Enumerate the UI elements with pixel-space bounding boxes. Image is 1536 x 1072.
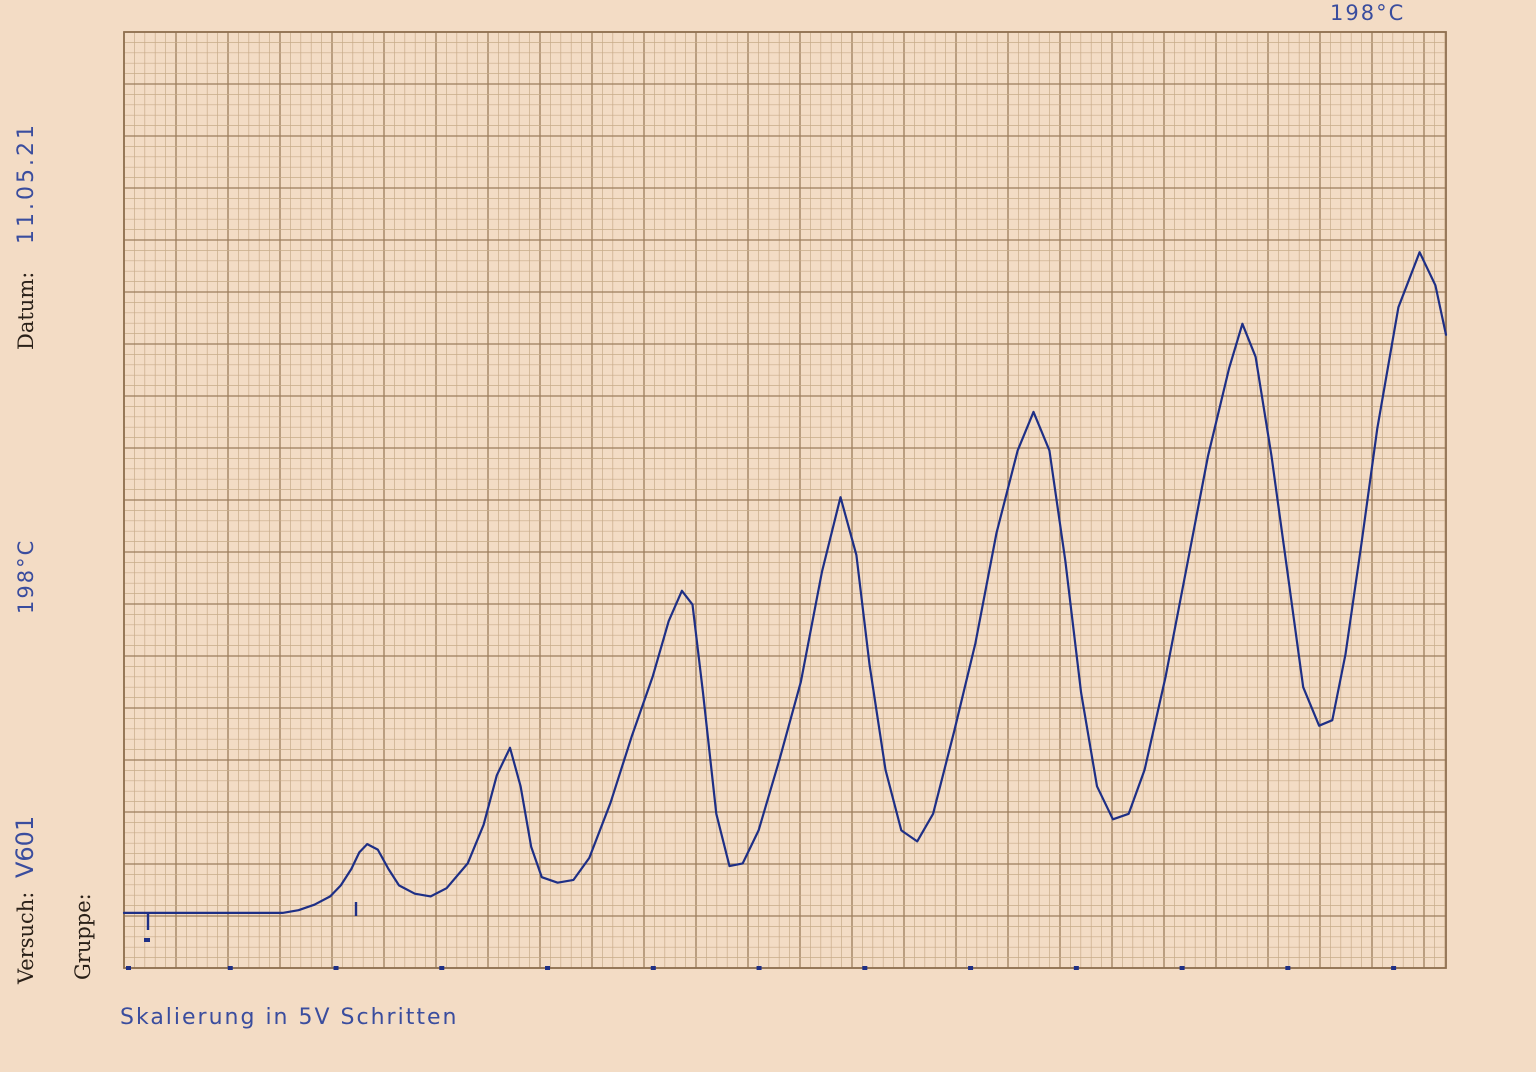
measurement-curve	[122, 251, 1448, 914]
x-axis-markers	[126, 966, 1397, 970]
datum-value: 11.05.21	[14, 122, 39, 244]
x-marker-dot	[1391, 966, 1397, 970]
x-marker-dot	[227, 966, 233, 970]
versuch-label: Versuch:	[14, 892, 38, 985]
x-marker-dot	[756, 966, 762, 970]
x-marker-dot	[1285, 966, 1291, 970]
datum-label: Datum:	[14, 272, 38, 350]
x-marker-dot	[1073, 966, 1079, 970]
x-marker-dot	[545, 966, 551, 970]
temperature-note-left: 198°C	[14, 539, 38, 614]
x-marker-dot	[126, 966, 131, 970]
x-marker-dot	[968, 966, 974, 970]
scale-note: Skalierung in 5V Schritten	[120, 1005, 458, 1030]
start-tick-marks	[144, 902, 358, 942]
x-marker-dot	[333, 966, 339, 970]
plot-frame	[123, 31, 1447, 969]
x-marker-dot	[439, 966, 445, 970]
x-marker-dot	[862, 966, 868, 970]
versuch-value: V601	[11, 816, 39, 878]
x-marker-dot	[650, 966, 656, 970]
temperature-note-top: 198°C	[1330, 1, 1405, 25]
gruppe-label: Gruppe:	[71, 893, 95, 980]
graph-paper-grid	[123, 31, 1446, 969]
x-marker-dot	[1179, 966, 1185, 970]
